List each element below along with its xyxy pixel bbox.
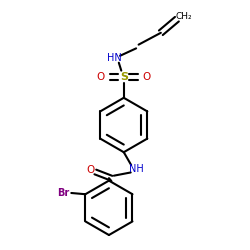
Text: HN: HN xyxy=(106,53,121,63)
Text: O: O xyxy=(97,72,105,82)
Text: CH₂: CH₂ xyxy=(176,12,192,21)
Text: O: O xyxy=(87,165,95,175)
Text: Br: Br xyxy=(57,188,69,198)
Text: S: S xyxy=(120,72,128,82)
Text: O: O xyxy=(143,72,151,82)
Text: NH: NH xyxy=(129,164,144,174)
